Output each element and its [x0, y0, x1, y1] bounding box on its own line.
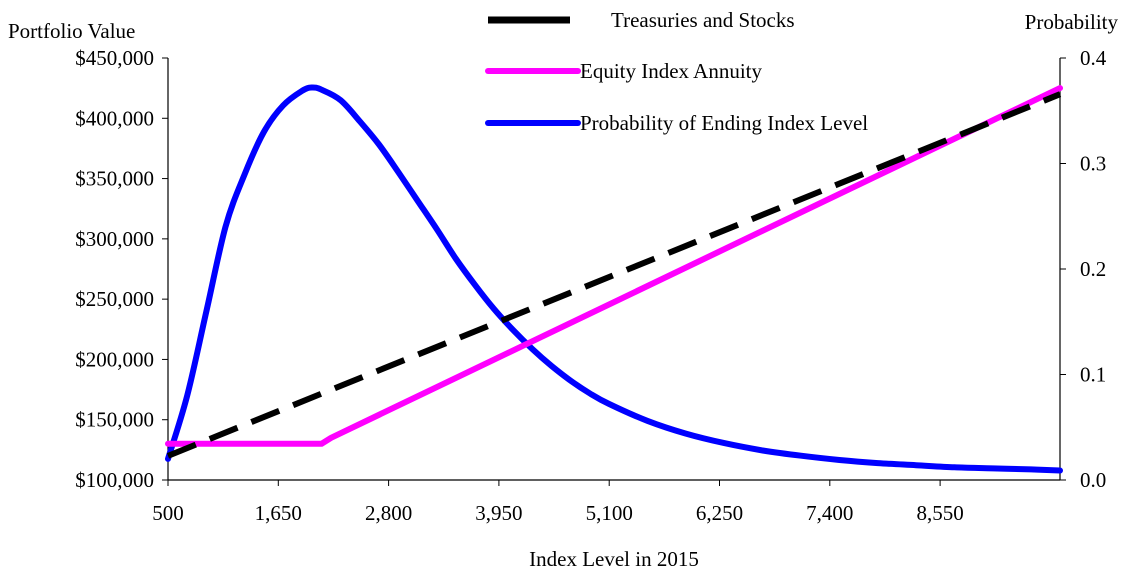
x-tick-label: 7,400 [806, 501, 853, 525]
y-left-tick-label: $200,000 [75, 347, 154, 371]
y-left-tick-label: $150,000 [75, 408, 154, 432]
legend-label-probability-of-ending-index-level: Probability of Ending Index Level [580, 111, 868, 135]
x-tick-label: 8,550 [916, 501, 963, 525]
x-tick-label: 1,650 [255, 501, 302, 525]
x-tick-label: 6,250 [696, 501, 743, 525]
y-right-tick-label: 0.2 [1080, 257, 1106, 281]
y-right-tick-label: 0.0 [1080, 468, 1106, 492]
y-left-tick-label: $100,000 [75, 468, 154, 492]
series-line-treasuries-and-stocks [166, 91, 1062, 459]
y-left-tick-label: $250,000 [75, 287, 154, 311]
legend-label-equity-index-annuity: Equity Index Annuity [580, 59, 762, 83]
series-layer [165, 84, 1063, 474]
x-tick-label: 500 [152, 501, 184, 525]
y-left-tick-label: $400,000 [75, 106, 154, 130]
y-left-tick-label: $300,000 [75, 227, 154, 251]
y-axis-left-label: Portfolio Value [8, 19, 135, 43]
x-tick-label: 3,950 [475, 501, 522, 525]
y-left-tick-label: $450,000 [75, 46, 154, 70]
x-axis-label: Index Level in 2015 [529, 547, 699, 571]
y-left-tick-label: $350,000 [75, 167, 154, 191]
series-line-equity-index-annuity [165, 85, 1063, 447]
legend: Treasuries and Stocks Equity Index Annuit… [485, 8, 868, 135]
y-axis-right-label: Probability [1025, 10, 1119, 34]
x-tick-label: 5,100 [586, 501, 633, 525]
y-right-tick-label: 0.4 [1080, 46, 1107, 70]
x-tick-label: 2,800 [365, 501, 412, 525]
legend-label-treasuries-and-stocks: Treasuries and Stocks [611, 8, 795, 32]
y-right-tick-label: 0.3 [1080, 152, 1106, 176]
axes: $100,000 $150,000 $200,000 $250,000 $300,000… [75, 46, 1107, 525]
series-line-probability-of-ending-index-level [165, 84, 1063, 474]
y-right-tick-label: 0.1 [1080, 363, 1106, 387]
